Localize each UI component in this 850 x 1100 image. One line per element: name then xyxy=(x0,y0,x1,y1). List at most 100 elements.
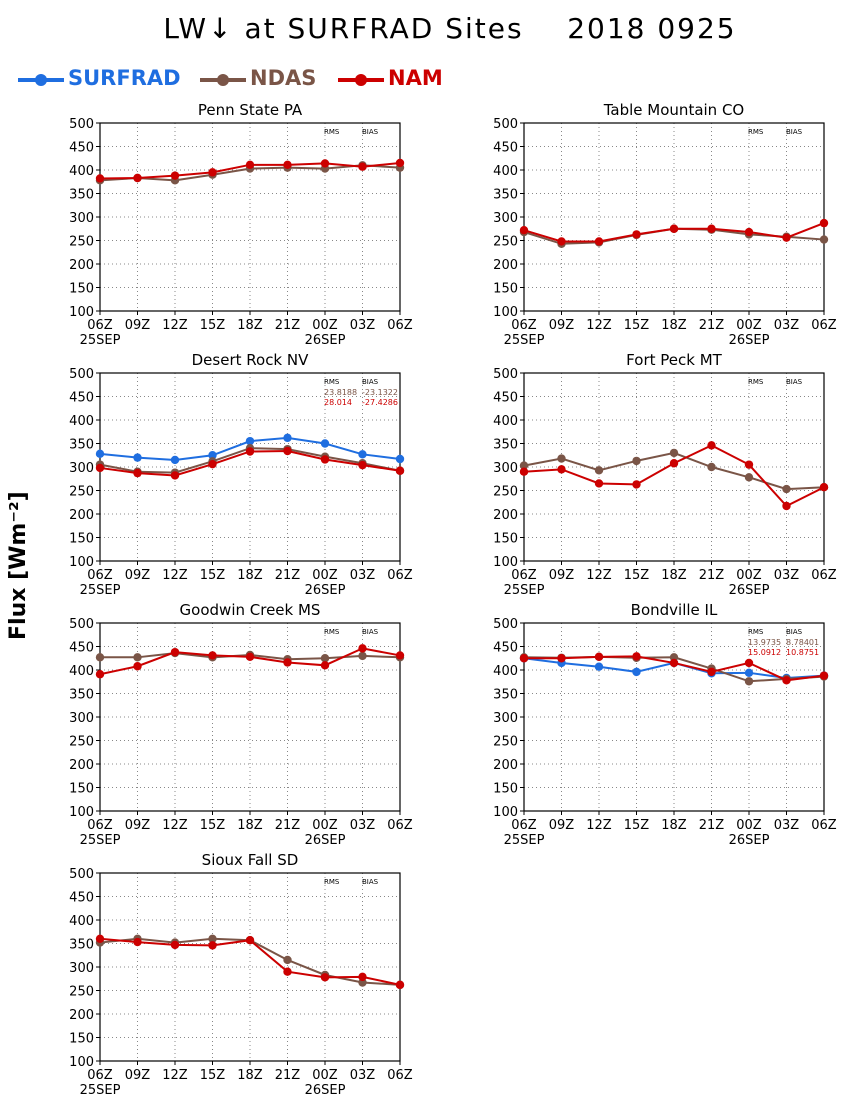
legend-swatch-surfrad xyxy=(18,74,64,86)
y-tick-label: 500 xyxy=(493,117,518,132)
data-point-nam xyxy=(594,479,604,488)
data-point-surfrad xyxy=(358,450,367,459)
data-point-ndas xyxy=(744,677,754,686)
x-date-label: 26SEP xyxy=(305,833,346,848)
stats-rms-value: 15.0912 xyxy=(748,648,781,657)
x-tick-label: 09Z xyxy=(549,818,575,833)
x-tick-label: 03Z xyxy=(350,318,376,333)
legend-swatch-ndas xyxy=(200,74,246,86)
data-point-nam xyxy=(744,658,754,668)
data-point-ndas xyxy=(208,934,217,943)
data-point-ndas xyxy=(707,462,716,472)
y-tick-label: 250 xyxy=(493,235,518,250)
x-tick-label: 09Z xyxy=(125,318,151,333)
stats-header-rms: RMS xyxy=(324,878,340,886)
legend-label-surfrad: SURFRAD xyxy=(68,66,181,90)
data-point-surfrad xyxy=(320,439,330,448)
data-point-ndas xyxy=(632,456,641,466)
stats-header-rms: RMS xyxy=(748,628,764,636)
x-date-label: 25SEP xyxy=(80,583,121,598)
data-point-nam xyxy=(320,455,330,464)
x-tick-label: 15Z xyxy=(200,318,226,333)
x-date-label: 26SEP xyxy=(305,583,346,598)
x-tick-label: 00Z xyxy=(312,568,338,583)
y-tick-label: 500 xyxy=(69,867,94,882)
x-tick-label: 21Z xyxy=(275,568,301,583)
x-tick-label: 21Z xyxy=(275,1068,301,1083)
data-point-nam xyxy=(594,237,604,246)
y-tick-label: 350 xyxy=(493,438,518,453)
y-tick-label: 450 xyxy=(69,641,94,656)
x-tick-label: 15Z xyxy=(624,568,650,583)
panel-6: Sioux Fall SD 100 150 200 250 300 350 400 450 500… xyxy=(69,851,413,1098)
y-tick-label: 100 xyxy=(493,805,518,820)
data-point-nam xyxy=(283,967,292,976)
data-point-ndas xyxy=(320,654,330,663)
y-tick-label: 300 xyxy=(69,961,94,976)
x-date-label: 25SEP xyxy=(80,1083,121,1098)
stats-rms-value: 23.8188 xyxy=(324,388,357,397)
x-tick-label: 06Z xyxy=(387,568,413,583)
data-point-nam xyxy=(245,160,255,170)
panel-3: Fort Peck MT 100 150 200 250 300 350 400 450 500 0… xyxy=(493,351,837,598)
stats-bias-value: -23.1322 xyxy=(362,388,398,397)
data-point-nam xyxy=(245,652,255,662)
x-tick-label: 03Z xyxy=(350,1068,376,1083)
data-point-nam xyxy=(819,671,829,680)
data-point-nam xyxy=(395,466,405,475)
data-point-nam xyxy=(632,652,641,661)
data-point-nam xyxy=(170,171,180,180)
x-tick-label: 12Z xyxy=(586,568,612,583)
x-tick-label: 18Z xyxy=(661,818,687,833)
y-tick-label: 350 xyxy=(69,438,94,453)
stats-header-rms: RMS xyxy=(324,128,340,136)
data-point-ndas xyxy=(133,653,142,662)
stats-header-rms: RMS xyxy=(324,378,340,386)
data-point-nam xyxy=(283,160,292,170)
data-point-nam xyxy=(95,670,105,679)
y-tick-label: 250 xyxy=(69,235,94,250)
data-point-nam xyxy=(557,237,566,246)
data-point-nam xyxy=(395,158,405,168)
x-date-label: 25SEP xyxy=(80,333,121,348)
stats-header-bias: BIAS xyxy=(362,128,379,136)
y-tick-label: 300 xyxy=(493,211,518,226)
x-tick-label: 03Z xyxy=(350,818,376,833)
x-tick-label: 00Z xyxy=(736,568,762,583)
stats-header-bias: BIAS xyxy=(362,628,379,636)
y-tick-label: 150 xyxy=(69,782,94,797)
data-point-nam xyxy=(707,224,716,233)
y-tick-label: 300 xyxy=(69,461,94,476)
y-tick-label: 350 xyxy=(69,938,94,953)
data-point-ndas xyxy=(594,466,604,475)
data-point-ndas xyxy=(819,235,829,244)
y-tick-label: 450 xyxy=(69,891,94,906)
data-point-nam xyxy=(744,460,754,469)
data-point-nam xyxy=(744,227,754,237)
x-tick-label: 12Z xyxy=(162,318,188,333)
x-tick-label: 09Z xyxy=(125,568,151,583)
data-point-nam xyxy=(632,230,641,239)
x-tick-label: 06Z xyxy=(511,568,537,583)
panel-title: Bondville IL xyxy=(631,601,718,619)
x-tick-label: 15Z xyxy=(200,568,226,583)
data-point-ndas xyxy=(557,454,566,463)
y-tick-label: 200 xyxy=(493,758,518,773)
x-tick-label: 03Z xyxy=(774,568,800,583)
y-tick-label: 350 xyxy=(69,188,94,203)
x-tick-label: 00Z xyxy=(736,818,762,833)
x-tick-label: 00Z xyxy=(312,818,338,833)
data-point-nam xyxy=(170,471,180,480)
x-tick-label: 15Z xyxy=(200,1068,226,1083)
data-point-nam xyxy=(358,972,367,982)
y-tick-label: 100 xyxy=(69,1055,94,1070)
data-point-surfrad xyxy=(632,667,641,677)
series-line-ndas xyxy=(523,451,825,491)
y-tick-label: 150 xyxy=(69,282,94,297)
y-tick-label: 150 xyxy=(69,532,94,547)
panel-title: Penn State PA xyxy=(198,101,303,119)
x-tick-label: 12Z xyxy=(586,318,612,333)
x-tick-label: 21Z xyxy=(699,318,725,333)
y-tick-label: 250 xyxy=(69,485,94,500)
x-tick-label: 18Z xyxy=(237,568,263,583)
